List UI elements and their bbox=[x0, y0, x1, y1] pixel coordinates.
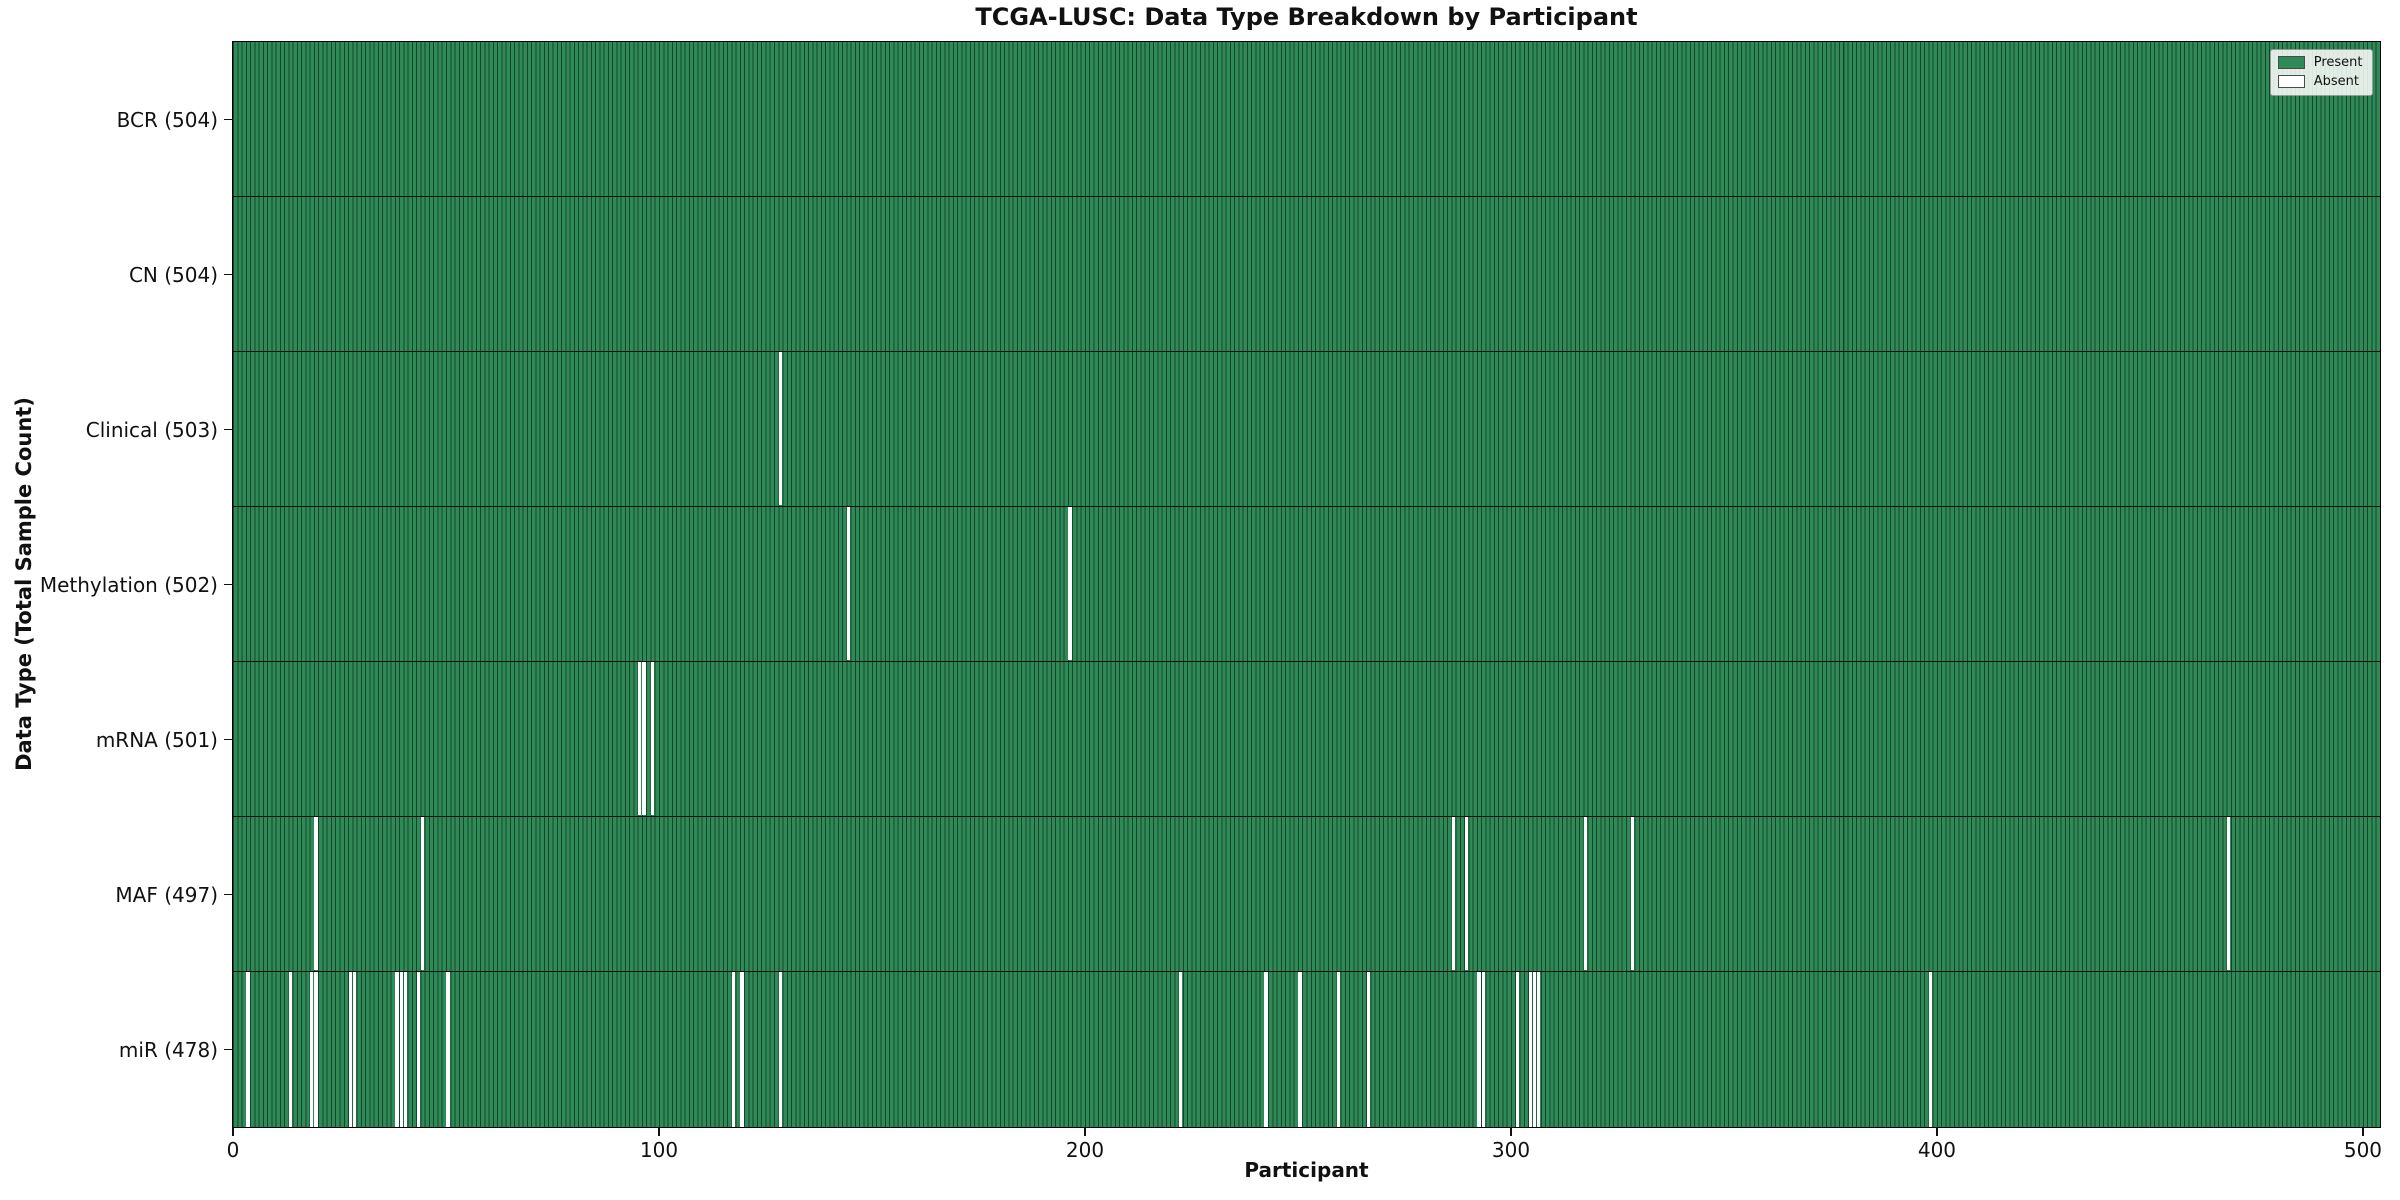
legend: Present Absent bbox=[2269, 48, 2373, 96]
row-band-maf bbox=[232, 816, 2380, 972]
x-tick-label: 300 bbox=[1491, 1138, 1531, 1162]
x-tick-label: 500 bbox=[2343, 1138, 2383, 1162]
absent-swatch-icon bbox=[2277, 75, 2305, 88]
absent-bar bbox=[1264, 971, 1268, 1127]
absent-bar bbox=[650, 661, 655, 815]
absent-bar bbox=[395, 971, 399, 1127]
absent-bar bbox=[314, 971, 318, 1127]
absent-bar bbox=[778, 351, 783, 505]
absent-bar bbox=[1451, 816, 1456, 970]
x-axis-label: Participant bbox=[1244, 1158, 1369, 1182]
absent-bar bbox=[1532, 971, 1537, 1127]
y-tick-mark bbox=[224, 1048, 233, 1051]
absent-bar bbox=[1298, 971, 1302, 1127]
absent-bar bbox=[310, 971, 314, 1127]
absent-bar bbox=[1179, 971, 1183, 1127]
y-tick-label-clinical: Clinical (503) bbox=[85, 417, 218, 442]
absent-bar bbox=[314, 816, 318, 970]
x-tick-mark bbox=[1084, 1127, 1086, 1136]
x-tick-label: 0 bbox=[226, 1138, 240, 1162]
x-tick-label: 200 bbox=[1065, 1138, 1105, 1162]
legend-label-present: Present bbox=[2313, 54, 2363, 70]
absent-bar bbox=[1464, 816, 1468, 970]
absent-bar bbox=[1630, 816, 1634, 970]
row-band-bcr bbox=[232, 41, 2380, 197]
absent-bar bbox=[246, 971, 250, 1127]
absent-bar bbox=[638, 661, 642, 815]
x-tick-label: 100 bbox=[639, 1138, 679, 1162]
x-tick-mark bbox=[1936, 1127, 1938, 1136]
absent-bar bbox=[348, 971, 352, 1127]
legend-item-present: Present bbox=[2277, 54, 2363, 70]
y-tick-mark bbox=[224, 583, 233, 586]
absent-bar bbox=[740, 971, 744, 1127]
y-tick-mark bbox=[224, 428, 233, 431]
absent-bar bbox=[731, 971, 736, 1127]
absent-bar bbox=[352, 971, 357, 1127]
row-band-mir bbox=[232, 971, 2380, 1127]
y-tick-label-bcr: BCR (504) bbox=[116, 107, 218, 132]
absent-bar bbox=[1537, 971, 1541, 1127]
absent-bar bbox=[642, 661, 646, 815]
present-swatch-icon bbox=[2277, 56, 2305, 69]
absent-bar bbox=[403, 971, 408, 1127]
absent-bar bbox=[778, 971, 783, 1127]
y-tick-label-maf: MAF (497) bbox=[115, 882, 218, 907]
absent-bar bbox=[1336, 971, 1341, 1127]
row-band-methylation bbox=[232, 506, 2380, 662]
y-tick-mark bbox=[224, 273, 233, 276]
absent-bar bbox=[1477, 971, 1481, 1127]
y-tick-mark bbox=[224, 118, 233, 121]
plot-area: Present Absent bbox=[231, 40, 2381, 1128]
x-tick-mark bbox=[232, 1127, 234, 1136]
row-band-mrna bbox=[232, 661, 2380, 817]
row-band-clinical bbox=[232, 351, 2380, 507]
x-tick-mark bbox=[1510, 1127, 1512, 1136]
absent-bar bbox=[1928, 971, 1933, 1127]
absent-bar bbox=[420, 816, 425, 970]
x-tick-mark bbox=[2362, 1127, 2364, 1136]
absent-bar bbox=[399, 971, 403, 1127]
x-tick-label: 400 bbox=[1917, 1138, 1957, 1162]
row-band-cn bbox=[232, 196, 2380, 352]
absent-bar bbox=[2227, 816, 2231, 970]
y-tick-label-mrna: mRNA (501) bbox=[95, 727, 218, 752]
absent-bar bbox=[416, 971, 420, 1127]
y-tick-label-mir: miR (478) bbox=[118, 1037, 218, 1062]
y-tick-mark bbox=[224, 893, 233, 896]
absent-bar bbox=[1366, 971, 1370, 1127]
y-tick-label-methylation: Methylation (502) bbox=[39, 572, 218, 597]
y-tick-label-cn: CN (504) bbox=[128, 262, 218, 287]
absent-bar bbox=[1515, 971, 1519, 1127]
legend-item-absent: Absent bbox=[2277, 73, 2363, 89]
absent-bar bbox=[1528, 971, 1532, 1127]
chart-title: TCGA-LUSC: Data Type Breakdown by Partic… bbox=[975, 3, 1638, 31]
absent-bar bbox=[1583, 816, 1588, 970]
absent-bar bbox=[446, 971, 450, 1127]
absent-bar bbox=[1068, 506, 1072, 660]
absent-bar bbox=[846, 506, 851, 660]
legend-label-absent: Absent bbox=[2313, 73, 2359, 89]
absent-bar bbox=[1481, 971, 1485, 1127]
x-tick-mark bbox=[658, 1127, 660, 1136]
absent-bar bbox=[288, 971, 293, 1127]
y-tick-mark bbox=[224, 738, 233, 741]
